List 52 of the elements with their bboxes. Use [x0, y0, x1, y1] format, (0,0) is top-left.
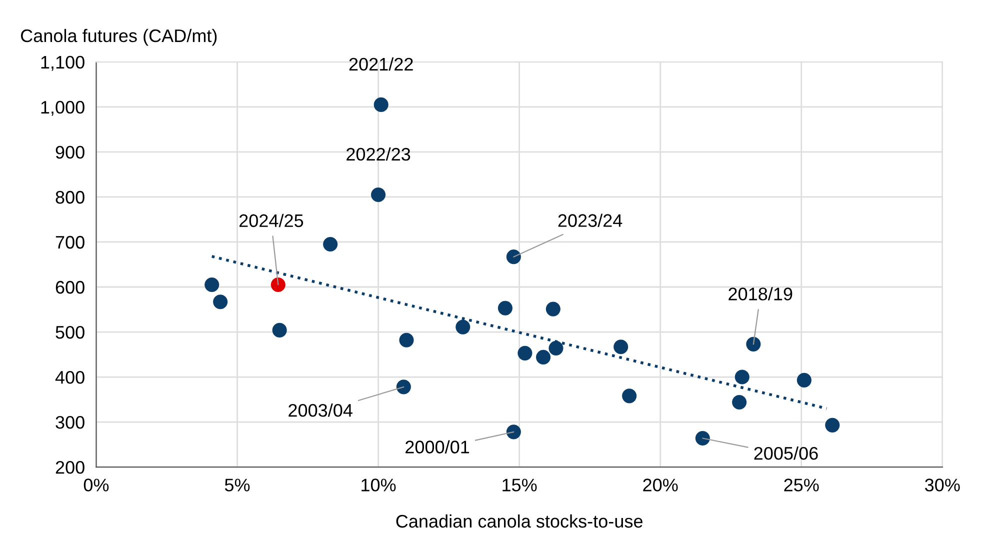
- x-tick-label: 0%: [84, 478, 109, 492]
- point: [614, 340, 628, 354]
- annotation: 2022/23: [346, 147, 410, 161]
- y-tick-label: 200: [56, 460, 84, 474]
- annotation: 2023/24: [558, 214, 622, 227]
- x-tick-label: 25%: [784, 478, 819, 492]
- point: [396, 380, 411, 394]
- point: [796, 372, 812, 388]
- y-tick-label: 800: [56, 190, 84, 204]
- point: [825, 418, 840, 432]
- point: [506, 424, 521, 440]
- point: [374, 97, 388, 112]
- point: [204, 277, 220, 292]
- point: [732, 394, 747, 410]
- point: [272, 322, 287, 338]
- point: [746, 336, 761, 352]
- y-tick-label: 1,100: [41, 56, 84, 71]
- y-tick-label: 600: [56, 280, 84, 294]
- point: [695, 430, 710, 446]
- point: [213, 294, 228, 310]
- point: [323, 236, 338, 252]
- y-tick-label: 500: [56, 326, 84, 339]
- point: [546, 302, 560, 316]
- point: [371, 187, 386, 202]
- annotation: 2024/25: [239, 214, 304, 228]
- x-tick-label: 20%: [643, 478, 678, 492]
- point: [518, 346, 532, 360]
- point: [270, 277, 286, 292]
- x-axis-title: Canadian canola stocks-to-use: [396, 514, 642, 528]
- point: [548, 340, 564, 356]
- point: [506, 250, 521, 264]
- x-tick-label: 10%: [362, 478, 396, 492]
- y-axis-title: Canola futures (CAD/mt): [20, 28, 217, 46]
- point: [536, 350, 551, 364]
- annotation: 2003/04: [288, 404, 352, 417]
- point: [498, 300, 512, 316]
- annotation: 2000/01: [406, 440, 470, 454]
- y-tick-label: 700: [56, 236, 84, 249]
- y-tick-label: 400: [55, 370, 84, 384]
- point: [734, 370, 750, 384]
- y-tick-label: 1,000: [41, 100, 84, 116]
- annotation: 2005/06: [754, 446, 818, 460]
- x-tick-label: 15%: [502, 478, 537, 492]
- x-tick-label: 5%: [224, 478, 250, 492]
- y-tick-label: 900: [56, 146, 84, 159]
- point: [399, 332, 414, 348]
- point: [622, 388, 637, 404]
- point: [456, 320, 470, 334]
- annotation: 2018/19: [728, 287, 792, 300]
- x-tick-label: 30%: [925, 478, 960, 492]
- annotation: 2021/22: [349, 57, 413, 71]
- y-tick-label: 300: [56, 416, 84, 429]
